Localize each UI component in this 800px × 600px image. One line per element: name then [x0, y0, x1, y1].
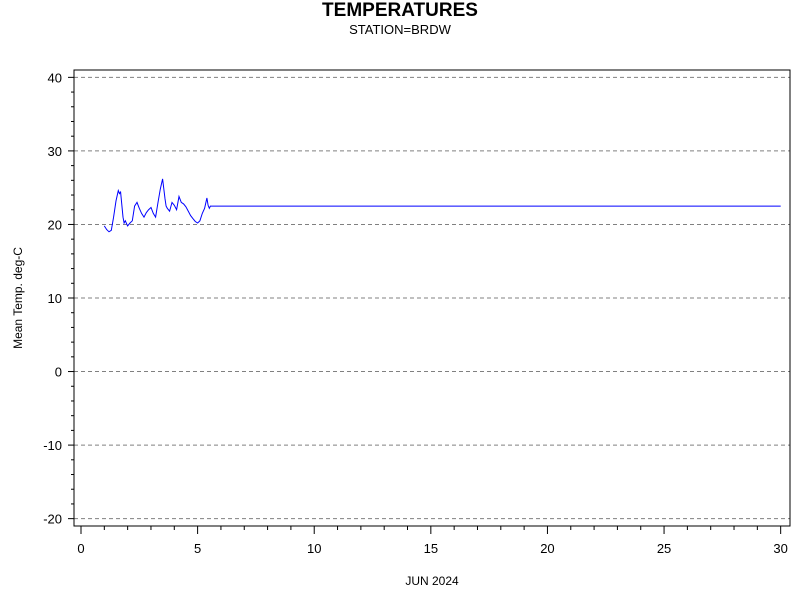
temperature-series-line [103, 178, 781, 233]
x-tick-label: 30 [773, 541, 787, 556]
x-tick-label: 20 [540, 541, 554, 556]
y-tick-label: 40 [48, 70, 62, 85]
y-tick-label: -10 [43, 438, 62, 453]
x-tick-label: 15 [424, 541, 438, 556]
x-axis: 0 5 10 15 20 25 30 [77, 526, 788, 556]
y-axis: -20 -10 0 10 20 30 40 [43, 70, 74, 527]
x-tick-label: 10 [307, 541, 321, 556]
grid-lines [74, 76, 790, 520]
x-tick-label: 5 [194, 541, 201, 556]
y-tick-label: 0 [55, 365, 62, 380]
y-tick-label: -20 [43, 512, 62, 527]
series-layer [103, 178, 781, 233]
y-axis-label: Mean Temp. deg-C [11, 247, 25, 349]
y-tick-label: 20 [48, 217, 62, 232]
y-tick-label: 30 [48, 144, 62, 159]
x-tick-label: 0 [77, 541, 84, 556]
x-axis-label: JUN 2024 [405, 574, 459, 588]
chart-subtitle: STATION=BRDW [349, 22, 451, 37]
x-tick-label: 25 [657, 541, 671, 556]
y-tick-label: 10 [48, 291, 62, 306]
chart-title: TEMPERATURES [322, 0, 478, 21]
